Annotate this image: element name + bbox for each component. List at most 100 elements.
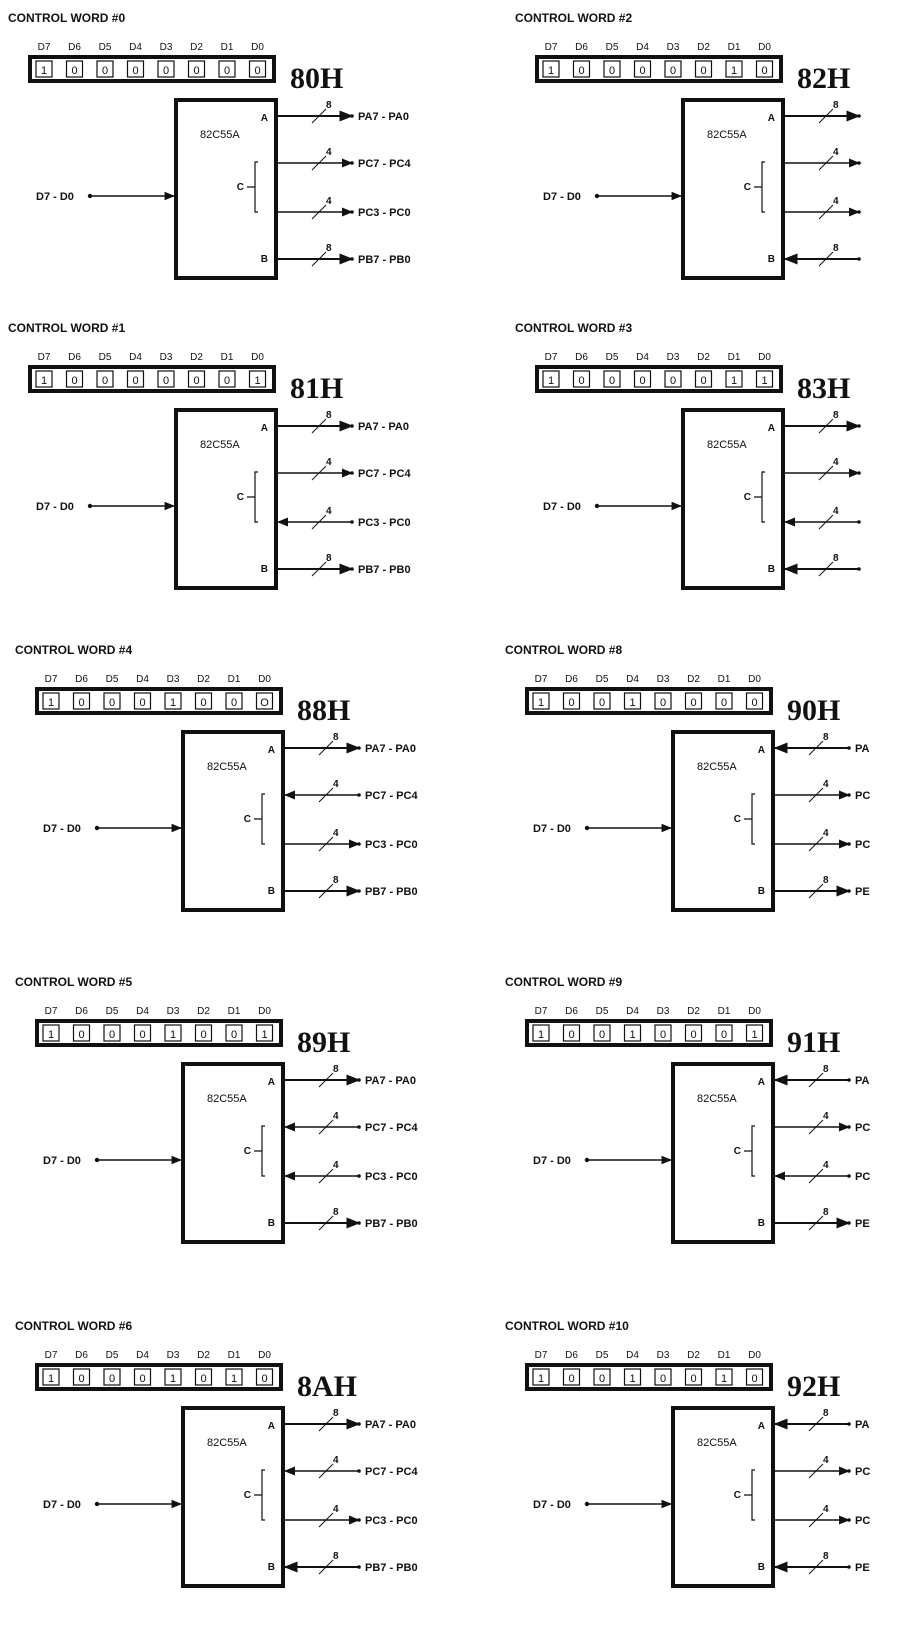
bit-value: 1 bbox=[751, 1029, 757, 1041]
bit-value: 1 bbox=[48, 697, 54, 709]
bit-header-label: D0 bbox=[251, 352, 264, 363]
port-c-label: C bbox=[237, 492, 244, 503]
chip-82c55a bbox=[681, 408, 785, 590]
bit-cell bbox=[664, 60, 682, 78]
bit-header-label: D6 bbox=[75, 674, 88, 685]
bus-width-label: 8 bbox=[833, 100, 839, 111]
bit-value: 0 bbox=[224, 375, 230, 387]
port-a-signal-label: PA7 - PA0 bbox=[358, 111, 409, 123]
bit-value: 0 bbox=[200, 1373, 206, 1385]
bus-width-label: 8 bbox=[833, 553, 839, 564]
bit-cell bbox=[623, 1368, 642, 1386]
bit-header-label: D3 bbox=[167, 1006, 180, 1017]
port-c-lower-node bbox=[847, 1518, 851, 1522]
port-a-label: A bbox=[261, 113, 268, 124]
bit-header-label: D4 bbox=[626, 674, 639, 685]
port-c-label: C bbox=[244, 1490, 251, 1501]
port-c-lower-node bbox=[857, 520, 861, 524]
bus-width-slash bbox=[808, 787, 824, 803]
bit-header-label: D6 bbox=[565, 1006, 578, 1017]
bit-cell bbox=[755, 60, 774, 78]
bus-width-label: 4 bbox=[833, 196, 839, 207]
bit-cell bbox=[72, 1024, 91, 1042]
port-a-label: A bbox=[261, 423, 268, 434]
bit-header-label: D7 bbox=[45, 1006, 58, 1017]
bit-value: 1 bbox=[41, 375, 47, 387]
port-b-signal-label: PB7 - PB0 bbox=[358, 254, 411, 266]
port-c-label: C bbox=[237, 182, 244, 193]
bit-value: 0 bbox=[139, 1373, 145, 1385]
bit-header-label: D1 bbox=[228, 1350, 241, 1361]
bit-header-label: D6 bbox=[68, 352, 81, 363]
bus-width-slash bbox=[318, 1215, 334, 1231]
bit-value: 0 bbox=[660, 1373, 666, 1385]
bit-cell bbox=[654, 692, 672, 710]
bit-header-label: D2 bbox=[197, 1350, 210, 1361]
chip-label: 82C55A bbox=[697, 1437, 737, 1449]
port-c-upper-signal-label: PC7 - PC4 bbox=[358, 158, 411, 170]
bit-header-label: D3 bbox=[667, 352, 680, 363]
bit-value: 0 bbox=[700, 65, 706, 77]
data-bus-node bbox=[94, 1501, 100, 1507]
bus-width-label: 4 bbox=[326, 196, 332, 207]
bus-width-slash bbox=[808, 1119, 824, 1135]
bit-value: 0 bbox=[639, 375, 645, 387]
chip-82c55a bbox=[671, 1406, 775, 1588]
bit-value: 0 bbox=[599, 1373, 605, 1385]
port-b-label: B bbox=[268, 886, 275, 897]
bit-header-label: D6 bbox=[575, 42, 588, 53]
bit-value: 1 bbox=[41, 65, 47, 77]
bit-cell bbox=[255, 692, 274, 710]
bit-value: 1 bbox=[170, 1373, 176, 1385]
bit-cell bbox=[715, 1024, 733, 1042]
bit-header-label: D0 bbox=[258, 1006, 271, 1017]
chip-label: 82C55A bbox=[697, 1093, 737, 1105]
bit-value: 0 bbox=[78, 1029, 84, 1041]
bit-value: 0 bbox=[599, 697, 605, 709]
bus-width-slash bbox=[818, 465, 834, 481]
bit-value: 1 bbox=[170, 697, 176, 709]
chip-label: 82C55A bbox=[207, 761, 247, 773]
bit-value: 1 bbox=[548, 65, 554, 77]
bit-cell bbox=[225, 1368, 243, 1386]
bit-cell bbox=[603, 370, 621, 388]
bit-cell bbox=[133, 1368, 152, 1386]
port-b-signal-label: PB7 - PB0 bbox=[358, 564, 411, 576]
chip-label: 82C55A bbox=[207, 1093, 247, 1105]
bit-header-label: D4 bbox=[129, 352, 142, 363]
bit-header-label: D2 bbox=[697, 42, 710, 53]
port-c-bracket bbox=[254, 1125, 265, 1177]
data-bus-label: D7 - D0 bbox=[36, 191, 74, 203]
port-c-bracket bbox=[254, 1469, 265, 1521]
bus-width-label: 4 bbox=[833, 506, 839, 517]
bus-width-slash bbox=[318, 836, 334, 852]
port-a-signal-label: PA7 - PA0 bbox=[365, 1419, 416, 1431]
data-bus-label: D7 - D0 bbox=[43, 823, 81, 835]
bit-cell bbox=[593, 1024, 611, 1042]
chip-label: 82C55A bbox=[707, 129, 747, 141]
bus-width-label: 4 bbox=[333, 779, 339, 790]
port-c-label: C bbox=[734, 1146, 741, 1157]
bit-value: 1 bbox=[48, 1029, 54, 1041]
port-b-label: B bbox=[268, 1218, 275, 1229]
control-word-panel: CONTROL WORD #8 D7 D6 D5 D4 D3 D2 D1 D0 1 0 0 1 0 0 0 0 9… bbox=[505, 643, 870, 912]
port-a-node bbox=[350, 114, 354, 118]
port-b-label: B bbox=[768, 564, 775, 575]
bus-width-label: 8 bbox=[823, 1408, 829, 1419]
bit-value: 0 bbox=[690, 697, 696, 709]
port-a-signal-label: PA7 - PA0 bbox=[358, 421, 409, 433]
bit-value: 0 bbox=[660, 1029, 666, 1041]
bus-width-label: 8 bbox=[333, 1408, 339, 1419]
bit-cell bbox=[745, 692, 764, 710]
control-word-panel: CONTROL WORD #9 D7 D6 D5 D4 D3 D2 D1 D0 1 0 0 1 0 0 0 1 9… bbox=[505, 975, 870, 1244]
bit-value: 0 bbox=[224, 65, 230, 77]
port-b-label: B bbox=[268, 1562, 275, 1573]
bit-cell bbox=[164, 1024, 182, 1042]
bit-header-label: D5 bbox=[99, 42, 112, 53]
chip-label: 82C55A bbox=[707, 439, 747, 451]
port-c-lower-signal-label: PC3 - PC0 bbox=[365, 1171, 418, 1183]
bit-cell bbox=[103, 1024, 121, 1042]
hex-value: 91H bbox=[787, 1026, 840, 1059]
hex-value: 81H bbox=[290, 372, 343, 405]
bit-value: 1 bbox=[231, 1373, 237, 1385]
